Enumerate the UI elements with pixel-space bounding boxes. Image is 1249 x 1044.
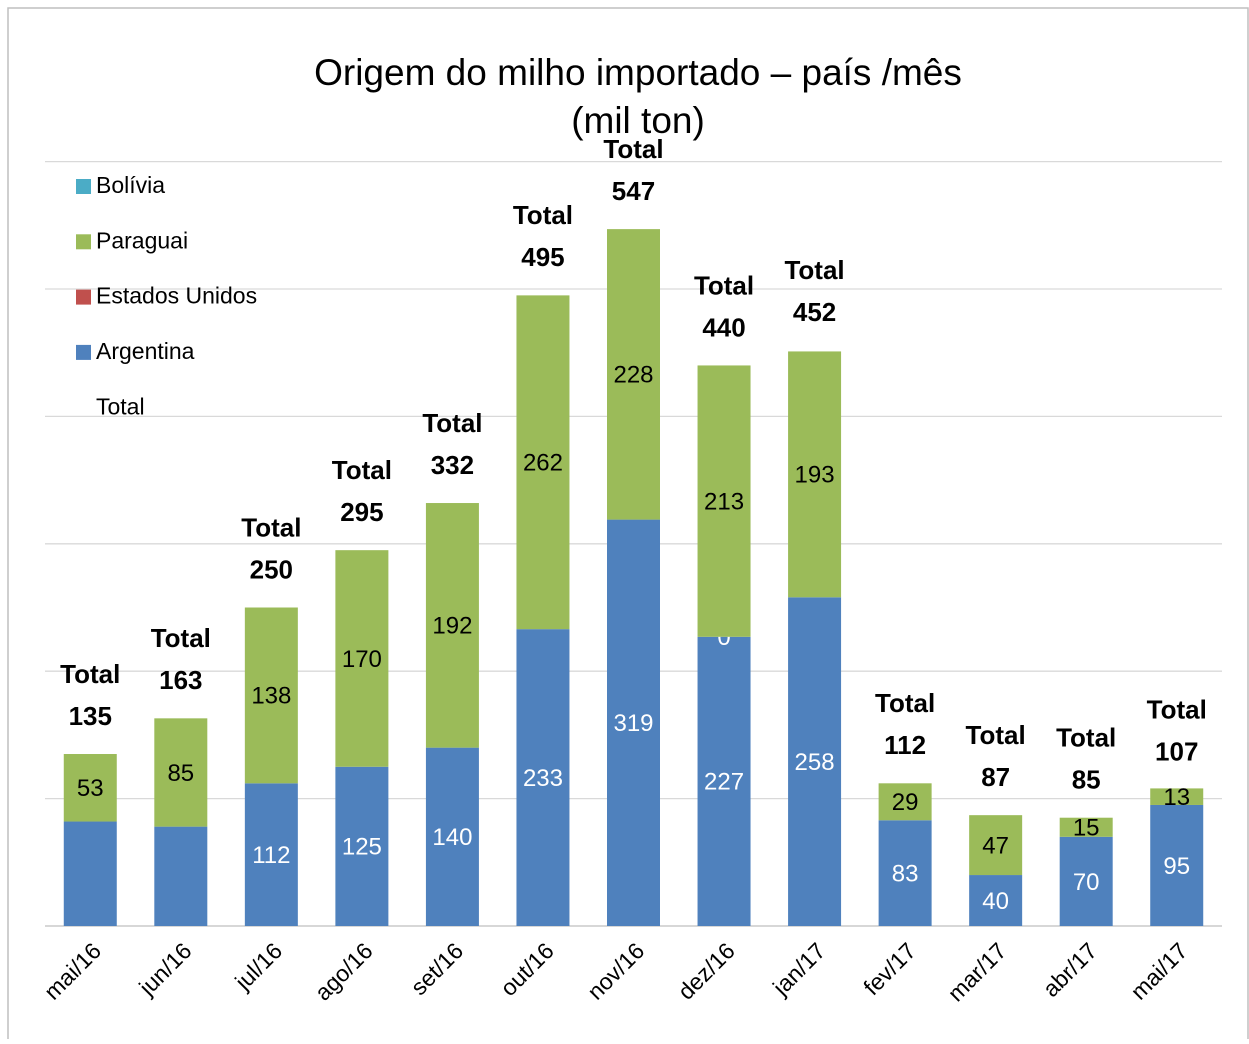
total-label-name: Total [694,270,754,300]
total-label: 332 [431,450,474,480]
bar-segment [697,365,751,637]
bar-segment [788,597,842,926]
bar-segment [878,820,932,926]
legend-label: Total [96,393,145,419]
bar-segment [1059,836,1113,926]
bar-segment [969,815,1023,876]
total-label-name: Total [966,720,1026,750]
bar-segment [607,519,660,926]
bar-segment [244,607,298,784]
total-label-name: Total [875,688,935,718]
bar-segment [516,295,570,630]
bar-segment [154,826,208,926]
data-label: 47 [982,832,1009,859]
bar-segment [335,766,389,926]
bar-segment [244,783,298,926]
total-label-name: Total [60,659,120,689]
data-label: 227 [704,769,744,796]
total-label: 452 [793,297,836,327]
chart-title: Origem do milho importado – país /mês [314,52,962,93]
bar-segment [63,821,117,926]
data-label: 233 [523,765,563,792]
data-label: 83 [892,860,919,887]
total-label: 495 [521,242,564,272]
data-label: 213 [704,488,744,515]
total-label-name: Total [603,134,663,164]
legend-swatch [76,344,91,360]
total-label-name: Total [784,255,844,285]
data-label: 29 [892,789,919,816]
total-label: 112 [884,730,926,760]
legend-label: Argentina [96,338,195,364]
total-label: 250 [250,554,293,584]
bar-segment [425,747,479,926]
data-label: 228 [613,362,653,389]
bar-segment [697,636,751,926]
total-label-name: Total [151,623,211,653]
data-label: 95 [1163,853,1190,880]
data-label: 15 [1073,815,1100,842]
bar-segment [878,783,932,821]
data-label: 112 [252,842,290,869]
bar-segment [154,718,208,827]
bar-segment [516,629,570,926]
data-label: 125 [342,834,382,861]
data-label: 53 [77,775,104,802]
chart-subtitle: (mil ton) [571,100,705,141]
bar-segment [969,875,1023,926]
total-label-name: Total [1147,695,1207,725]
bar-segment [607,229,660,520]
data-label: 192 [432,613,472,640]
bar-segment [1150,788,1204,805]
data-label: 85 [167,760,194,787]
total-label: 87 [981,762,1010,792]
bar-segment [1150,804,1204,926]
data-label: 193 [795,462,835,489]
data-label: 138 [251,683,291,710]
data-label: 70 [1073,869,1100,896]
data-label: 262 [523,450,563,477]
total-label: 440 [702,312,745,342]
bar-segment [425,503,479,748]
legend-label: Paraguai [96,227,188,253]
total-label: 135 [69,701,112,731]
total-label: 295 [340,497,383,527]
legend-label: Bolívia [96,172,165,198]
bar-segment [1059,817,1113,837]
legend-swatch [76,289,91,305]
data-label: 40 [982,888,1009,915]
legend-label: Estados Unidos [96,283,257,309]
legend-swatch [76,234,91,250]
data-label: 13 [1163,784,1190,811]
total-label: 107 [1155,737,1198,767]
total-label: 547 [612,176,655,206]
data-label: 140 [432,824,472,851]
total-label-name: Total [513,200,573,230]
bar-segment [788,351,842,598]
total-label-name: Total [241,512,301,542]
data-label: 258 [795,749,835,776]
bar-segment [63,754,117,822]
total-label-name: Total [422,408,482,438]
bar-segment [335,550,389,767]
total-label: 85 [1072,765,1101,795]
total-label: 163 [159,665,202,695]
data-label: 170 [342,646,382,673]
data-label: 319 [613,710,653,737]
total-label-name: Total [1056,723,1116,753]
total-label-name: Total [332,455,392,485]
legend-swatch [76,179,91,194]
